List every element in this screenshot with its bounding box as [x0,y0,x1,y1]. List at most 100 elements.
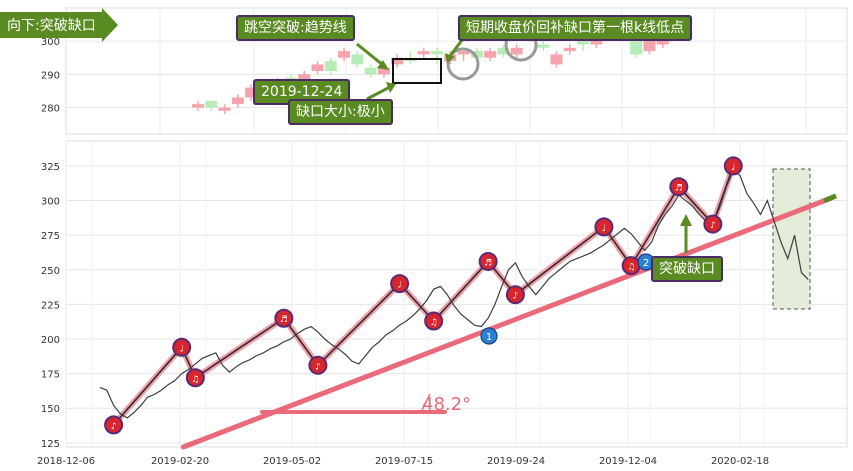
pivot-glyph: ♪ [315,362,321,372]
pivot-glyph: ♬ [280,315,288,325]
candle-body [590,37,603,45]
price-y-tick: 275 [41,231,60,242]
candle-body [457,51,470,55]
breakout-callout: 突破缺口 [651,256,723,282]
date-x-tick: 2019-12-04 [599,456,657,467]
candle-body [205,100,218,108]
pivot-marker [104,415,124,435]
fill-arrow [448,39,464,57]
gap-size-callout: 缺口大小:极小 [288,99,393,125]
pivot-marker [172,337,192,357]
fill-arrowhead [445,53,455,63]
pivot-marker [478,251,498,271]
pivot-glyph: ♬ [484,258,492,268]
date-x-tick: 2019-05-02 [263,456,321,467]
candle-body [324,61,337,71]
pivot-glyph: ♪ [710,221,716,231]
size-arrow [366,85,391,101]
direction-tag: 向下:突破缺口 [0,8,118,42]
gap-fill-label: 短期收盘价回补缺口第一根k线低点 [466,20,685,36]
gap-annotations [356,28,538,101]
pivot-marker [185,368,205,388]
trendline-segment [180,195,835,450]
candle-y-tick: 280 [41,103,60,114]
gap-fill-callout: 短期收盘价回补缺口第一根k线低点 [458,15,693,41]
price-y-tick: 325 [41,162,60,173]
candle-body [431,51,443,55]
candle-body [351,54,364,65]
jump-arrowhead [377,60,389,70]
pivot-marker [505,285,525,305]
pivot-glyph: ♩ [602,224,606,234]
price-y-tick: 200 [41,335,60,346]
candle-body [231,97,244,105]
pivot-marker [424,311,444,331]
candlestick-panel: 280 290 300 [41,7,848,135]
candle-body [497,47,510,55]
gap-size-label: 缺口大小:极小 [296,104,385,120]
price-path [99,169,809,419]
candle-y-tick: 300 [41,37,60,48]
date-x-tick: 2019-02-20 [151,456,209,467]
pivot-glyph: ♫ [191,375,199,385]
candle-body [577,41,590,45]
marker-2-label: 2 [643,258,649,269]
pivot-marker [594,217,614,237]
pivot-glyph: ♬ [675,184,683,194]
size-arrowhead [386,82,396,93]
candle-body [643,37,656,52]
candle-body [510,47,523,55]
candle-y-tick: 290 [41,70,60,81]
price-y-tick: 175 [41,370,60,381]
candle-body [338,51,351,58]
candle-body [245,87,258,98]
gap-highlight-box [392,58,442,84]
pivot-marker [274,308,294,328]
date-x-tick: 2018-12-06 [37,456,95,467]
pivot-marker [308,355,328,375]
zigzag-line [111,164,737,427]
price-y-tick: 250 [41,266,60,277]
date-x-tick: 2019-09-24 [487,456,545,467]
candle-body [391,57,404,65]
price-line [99,169,809,419]
pivot-glyph: ♫ [430,318,438,328]
angle-label: 48.2° [422,394,471,415]
candle-body [218,107,231,111]
gap-date-label: 2019-12-24 [261,84,343,100]
candlestick-y-ticks: 280 290 300 [41,37,60,114]
marker-1-label: 1 [486,332,492,343]
candle-body [630,41,643,55]
candle-body [470,51,483,58]
candle-body [298,74,311,81]
gap-jump-label: 跳空突破:趋势线 [244,20,347,36]
direction-tag-label: 向下:突破缺口 [7,18,96,34]
price-y-tick: 150 [41,404,60,415]
candle-body [377,67,390,75]
gap-jump-callout: 跳空突破:趋势线 [236,15,355,41]
angle-tick [420,393,431,413]
candle-body [484,51,497,58]
pivot-marker [703,214,723,234]
trendline [180,193,837,450]
pivot-glyph: ♩ [180,344,184,354]
pivot-marker [669,177,689,197]
zigzag-markers: ♪ ♩ ♫ ♬ ♪ ♩ ♫ ♬ ♪ ♩ ♫ ♬ ♪ ♩ [104,156,743,435]
candle-body [192,104,204,108]
candle-body [417,51,430,55]
date-x-ticks: 2018-12-06 2019-02-20 2019-05-02 2019-07-15… [37,456,769,467]
jump-arrow [356,42,385,68]
breakout-arrowhead [680,214,692,226]
candle-body [550,54,563,65]
date-x-tick: 2019-07-15 [375,456,433,467]
pivot-glyph: ♪ [513,292,519,302]
candle-body [364,67,377,75]
recent-range-box [772,168,811,310]
pivot-glyph: ♩ [731,163,735,173]
candle-body [563,47,576,52]
date-x-tick: 2020-02-18 [711,456,769,467]
marker-1 [480,327,498,345]
trendline-tip [823,193,837,204]
